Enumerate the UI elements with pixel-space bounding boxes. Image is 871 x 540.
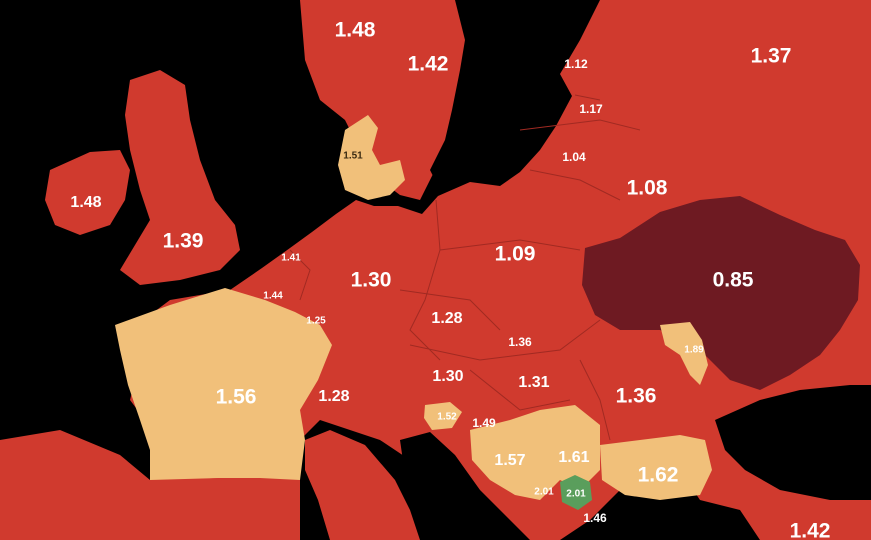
region-denmark (338, 115, 405, 200)
label-hungary: 1.31 (518, 374, 549, 391)
region-great-britain (120, 70, 240, 285)
label-serbia: 1.61 (558, 449, 589, 466)
label-slovenia: 1.52 (437, 412, 457, 423)
region-balkans-mid (470, 405, 600, 500)
label-latvia: 1.17 (579, 102, 603, 116)
label-poland: 1.09 (495, 243, 536, 266)
label-lithuania: 1.04 (562, 150, 586, 164)
label-moldova: 1.89 (684, 345, 704, 356)
label-croatia: 1.49 (472, 416, 496, 430)
label-austria: 1.30 (432, 368, 463, 385)
label-denmark: 1.51 (343, 151, 363, 162)
label-montenegro: 2.01 (534, 487, 554, 498)
label-germany: 1.30 (351, 269, 392, 292)
region-spain (0, 430, 232, 540)
label-czechia: 1.28 (431, 310, 462, 327)
region-italy (305, 430, 420, 540)
label-kosovo: 2.01 (566, 489, 586, 500)
region-bulgaria (600, 435, 712, 500)
label-norway: 1.48 (335, 19, 376, 42)
baltic-sea (430, 0, 560, 190)
region-mainland (130, 0, 871, 540)
label-northeast: 1.37 (751, 45, 792, 68)
region-ireland (45, 150, 130, 235)
label-belarus: 1.08 (627, 177, 668, 200)
label-france: 1.56 (216, 386, 257, 409)
label-bosnia: 1.57 (494, 452, 525, 469)
region-scandinavia (300, 0, 470, 200)
label-north-macedonia: 1.46 (583, 511, 607, 525)
region-ukraine (582, 196, 860, 390)
region-slovenia (424, 402, 462, 430)
region-france (115, 288, 332, 480)
label-switzerland: 1.28 (318, 388, 349, 405)
label-uk: 1.39 (163, 230, 204, 253)
label-estonia: 1.12 (564, 57, 588, 71)
label-sweden: 1.42 (408, 53, 449, 76)
label-netherlands: 1.41 (281, 253, 301, 264)
label-bulgaria: 1.62 (638, 464, 679, 487)
label-slovakia: 1.36 (508, 335, 532, 349)
label-southeast: 1.42 (790, 520, 831, 540)
region-moldova (660, 322, 708, 385)
black-sea (715, 385, 871, 500)
label-belgium: 1.44 (263, 291, 283, 302)
label-romania: 1.36 (616, 385, 657, 408)
adriatic-sea (400, 432, 530, 540)
country-borders (289, 94, 641, 441)
label-ukraine: 0.85 (713, 269, 754, 292)
label-ireland: 1.48 (70, 194, 101, 211)
region-kosovo (560, 475, 592, 510)
label-luxembourg: 1.25 (306, 316, 326, 327)
